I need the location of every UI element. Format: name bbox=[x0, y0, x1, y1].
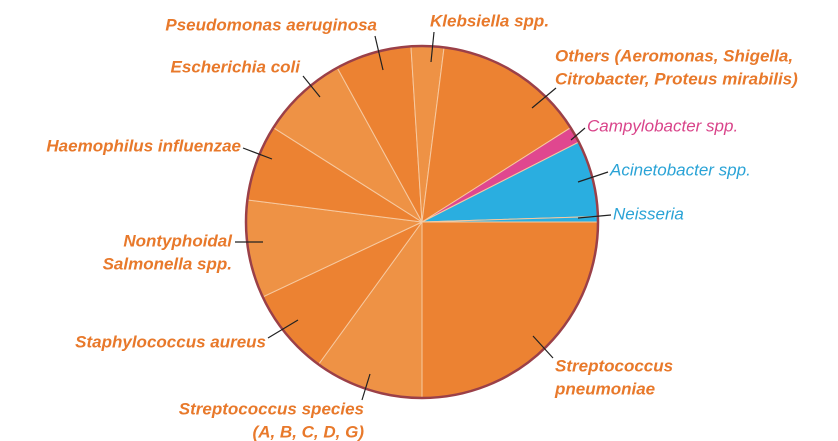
leader-line bbox=[577, 171, 609, 183]
leader-line bbox=[531, 87, 557, 109]
slice-label: Acinetobacter spp. bbox=[609, 160, 751, 179]
slice-label: Campylobacter spp. bbox=[587, 116, 738, 135]
slice-label: Others (Aeromonas, Shigella, bbox=[555, 46, 793, 65]
slice-label: Haemophilus influenzae bbox=[46, 136, 241, 155]
leader-line bbox=[374, 35, 384, 71]
leader-line bbox=[242, 147, 273, 160]
slice-label: Escherichia coli bbox=[171, 57, 302, 76]
slice-label: Klebsiella spp. bbox=[430, 11, 549, 30]
slice-label: Citrobacter, Proteus mirabilis) bbox=[555, 69, 798, 88]
pie-border bbox=[244, 44, 600, 400]
leader-line bbox=[267, 319, 299, 339]
leader-line bbox=[430, 31, 435, 63]
slice-label: Streptococcus species bbox=[179, 399, 364, 418]
slice-label: (A, B, C, D, G) bbox=[253, 422, 365, 441]
leader-line bbox=[361, 373, 371, 401]
slice-label: Salmonella spp. bbox=[103, 254, 232, 273]
slice-label: Neisseria bbox=[613, 204, 684, 223]
slice-label: Nontyphoidal bbox=[123, 231, 233, 250]
slice-label: Staphylococcus aureus bbox=[75, 332, 266, 351]
leader-line bbox=[302, 75, 321, 98]
leader-line bbox=[577, 214, 612, 219]
slice-label: pneumoniae bbox=[554, 379, 655, 398]
slice-label: Streptococcus bbox=[555, 356, 673, 375]
leader-line bbox=[570, 127, 586, 141]
slice-label: Pseudomonas aeruginosa bbox=[165, 15, 377, 34]
leader-line bbox=[532, 335, 554, 359]
